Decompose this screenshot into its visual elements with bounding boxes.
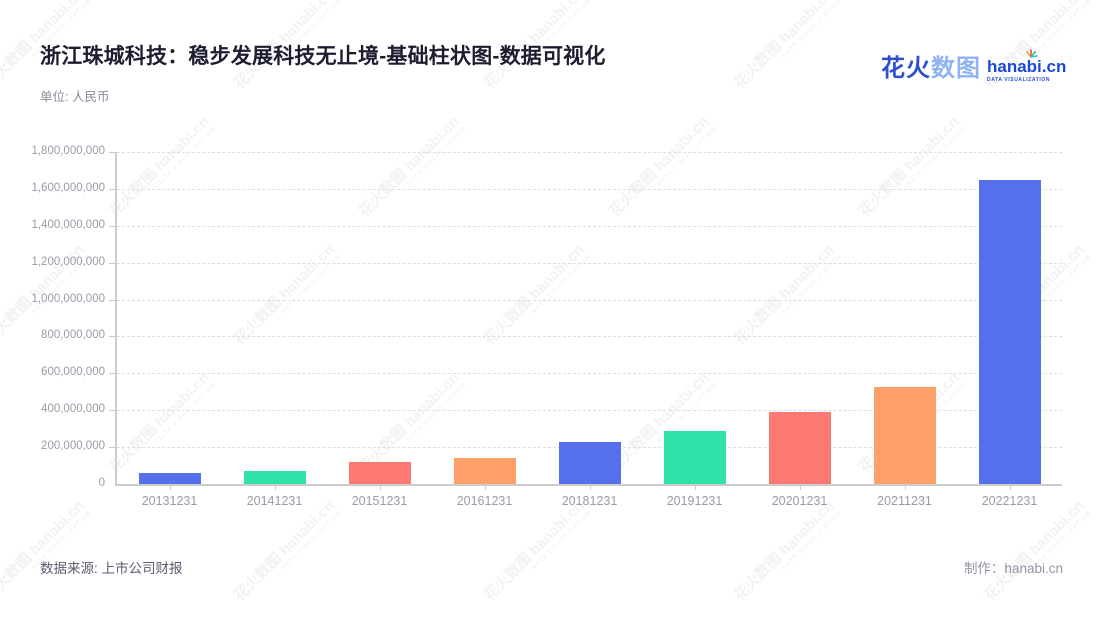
x-axis-tick-label: 20151231 xyxy=(351,494,408,508)
x-axis-tick xyxy=(1009,484,1011,490)
y-axis-tick xyxy=(109,410,116,412)
bar-20191231[interactable] xyxy=(663,431,726,484)
y-axis-tick xyxy=(109,373,116,375)
x-axis-tick xyxy=(589,484,591,490)
y-axis-tick xyxy=(109,336,116,338)
x-axis-tick xyxy=(274,484,276,490)
watermark-line1: 花火数图 hanabi.cn xyxy=(980,497,1088,605)
bar-20161231[interactable] xyxy=(453,457,516,484)
x-axis-tick xyxy=(169,484,171,490)
watermark-line1: 花火数图 hanabi.cn xyxy=(230,497,338,605)
y-axis-tick-label: 1,800,000,000 xyxy=(31,145,105,157)
logo-cn-primary: 花火 xyxy=(881,55,931,82)
bar-20131231[interactable] xyxy=(138,472,201,484)
logo-tagline: DATA VISUALIZATION xyxy=(987,77,1051,83)
y-axis-tick xyxy=(109,447,116,449)
gridline xyxy=(117,225,1062,227)
x-axis-tick-label: 20141231 xyxy=(246,494,303,508)
data-source-label: 数据来源: 上市公司财报 xyxy=(40,561,183,576)
y-axis-tick-label: 1,200,000,000 xyxy=(31,255,105,268)
bar-20221231[interactable] xyxy=(978,179,1041,484)
y-axis-tick-label: 400,000,000 xyxy=(41,403,105,416)
plot-area: 0 200,000,000 400,000,000 600,000,000 800,00… xyxy=(31,145,1062,508)
x-axis-tick xyxy=(379,484,381,490)
gridline xyxy=(117,152,1062,153)
watermark-line2: DATA VISUALIZATION xyxy=(780,509,843,571)
watermark-line1: 花火数图 hanabi.cn xyxy=(730,497,838,605)
logo-domain-text: hanabi.cn xyxy=(987,57,1067,76)
logo-cn-secondary: 数图 xyxy=(931,55,981,82)
watermark-line2: DATA VISUALIZATION xyxy=(780,0,843,59)
watermark-line1: 花火数图 hanabi.cn xyxy=(730,0,838,93)
bar-20141231[interactable] xyxy=(243,471,306,484)
y-axis-tick-label: 1,600,000,000 xyxy=(31,181,105,194)
watermark-line1: 花火数图 hanabi.cn xyxy=(480,497,588,605)
hanabi-logo: 花火数图 hanabi.cn DATA VISUALIZATION xyxy=(881,49,1067,84)
bar-20211231[interactable] xyxy=(873,386,936,484)
gridline xyxy=(117,336,1062,338)
gridline xyxy=(117,410,1062,412)
bar-20201231[interactable] xyxy=(768,411,831,484)
y-axis-tick xyxy=(109,262,116,264)
y-axis-tick xyxy=(109,299,116,301)
x-axis-tick-label: 20221231 xyxy=(981,494,1038,508)
gridline xyxy=(117,299,1062,301)
y-axis-tick xyxy=(109,188,116,190)
y-axis-tick-label: 1,400,000,000 xyxy=(31,218,105,231)
x-axis-tick-label: 20191231 xyxy=(666,494,723,508)
x-axis-tick-label: 20211231 xyxy=(877,494,932,508)
x-axis-tick-label: 20161231 xyxy=(456,494,513,508)
logo-wordmark: hanabi.cn DATA VISUALIZATION xyxy=(987,49,1067,83)
x-axis-tick xyxy=(484,484,486,490)
x-axis-tick-label: 20131231 xyxy=(141,494,198,508)
gridline xyxy=(117,188,1062,190)
y-axis-tick-label: 800,000,000 xyxy=(41,329,105,342)
gridline xyxy=(117,262,1062,264)
unit-label: 单位: 人民币 xyxy=(40,90,110,104)
y-axis-tick-label: 1,000,000,000 xyxy=(31,292,105,305)
x-axis-tick-label: 20201231 xyxy=(771,494,828,508)
x-axis-tick xyxy=(799,484,801,490)
bar-20151231[interactable] xyxy=(348,462,411,484)
chart-title: 浙江珠城科技：稳步发展科技无止境-基础柱状图-数据可视化 xyxy=(40,45,606,68)
watermark-line2: DATA VISUALIZATION xyxy=(280,509,343,571)
y-axis-tick xyxy=(109,152,116,153)
watermark-line1: 花火数图 hanabi.cn xyxy=(0,497,88,605)
watermark-line2: DATA VISUALIZATION xyxy=(530,509,593,571)
gridline xyxy=(117,373,1062,375)
y-axis-tick-label: 600,000,000 xyxy=(41,366,105,379)
bar-20181231[interactable] xyxy=(558,441,621,484)
y-axis-tick xyxy=(109,225,116,227)
y-axis-tick-label: 200,000,000 xyxy=(41,440,105,453)
x-axis-tick-label: 20181231 xyxy=(561,494,618,508)
credit-label: 制作：hanabi.cn xyxy=(963,561,1063,576)
y-axis-tick-label: 0 xyxy=(98,477,105,489)
x-axis-tick xyxy=(694,484,696,490)
x-axis-tick xyxy=(904,484,906,490)
logo-chinese-text: 花火数图 xyxy=(881,55,981,84)
firework-icon xyxy=(1023,48,1039,62)
